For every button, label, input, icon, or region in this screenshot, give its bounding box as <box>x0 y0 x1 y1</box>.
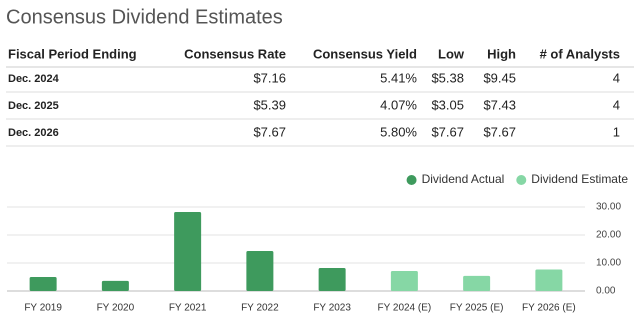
table-cell: 5.41% <box>380 70 417 85</box>
bar <box>246 250 274 291</box>
y-tick-label: 10.00 <box>596 258 621 269</box>
table-cell: Dec. 2025 <box>8 100 59 112</box>
legend-swatch <box>516 175 527 185</box>
x-tick-label: FY 2021 <box>169 303 207 314</box>
table-cell: $7.43 <box>483 97 516 112</box>
y-tick-label: 30.00 <box>596 202 621 213</box>
table-header-cell: Low <box>438 46 465 61</box>
y-tick-label: 20.00 <box>596 230 621 241</box>
x-tick-label: FY 2026 (E) <box>522 303 576 314</box>
x-tick-label: FY 2025 (E) <box>450 303 504 314</box>
table-cell: $9.45 <box>483 70 516 85</box>
table-header-cell: Consensus Yield <box>313 46 417 61</box>
table-cell: 4.07% <box>380 97 417 112</box>
table-cell: 5.80% <box>380 124 417 139</box>
table-cell: $5.39 <box>253 97 286 112</box>
table-cell: $7.16 <box>253 70 286 85</box>
table-cell: Dec. 2024 <box>8 73 60 85</box>
table-cell: $5.38 <box>431 70 464 85</box>
bar <box>101 280 129 291</box>
table-cell: $7.67 <box>483 124 516 139</box>
x-tick-label: FY 2022 <box>241 303 279 314</box>
x-tick-label: FY 2024 (E) <box>378 303 432 314</box>
table-cell: $7.67 <box>431 124 464 139</box>
bar <box>318 268 346 291</box>
bar <box>174 212 202 291</box>
table-header-cell: Fiscal Period Ending <box>8 46 137 61</box>
x-tick-label: FY 2019 <box>24 303 62 314</box>
table-cell: $3.05 <box>431 97 464 112</box>
page-title: Consensus Dividend Estimates <box>6 6 283 28</box>
legend-swatch <box>406 175 417 185</box>
bar <box>29 277 57 291</box>
table-cell: $7.67 <box>253 124 286 139</box>
table-cell: 1 <box>613 124 620 139</box>
x-tick-label: FY 2023 <box>313 303 351 314</box>
bar <box>463 275 491 291</box>
legend-label: Dividend Estimate <box>531 172 628 186</box>
table-cell: 4 <box>613 97 620 112</box>
table-header-cell: Consensus Rate <box>184 46 286 61</box>
table-header-cell: # of Analysts <box>540 46 620 61</box>
table-cell: 4 <box>613 70 620 85</box>
table-header-cell: High <box>487 46 516 61</box>
table-cell: Dec. 2026 <box>8 127 59 139</box>
x-tick-label: FY 2020 <box>97 303 135 314</box>
legend-label: Dividend Actual <box>422 172 505 186</box>
bar <box>535 269 563 291</box>
y-tick-label: 0.00 <box>596 286 616 297</box>
bar <box>390 270 418 291</box>
